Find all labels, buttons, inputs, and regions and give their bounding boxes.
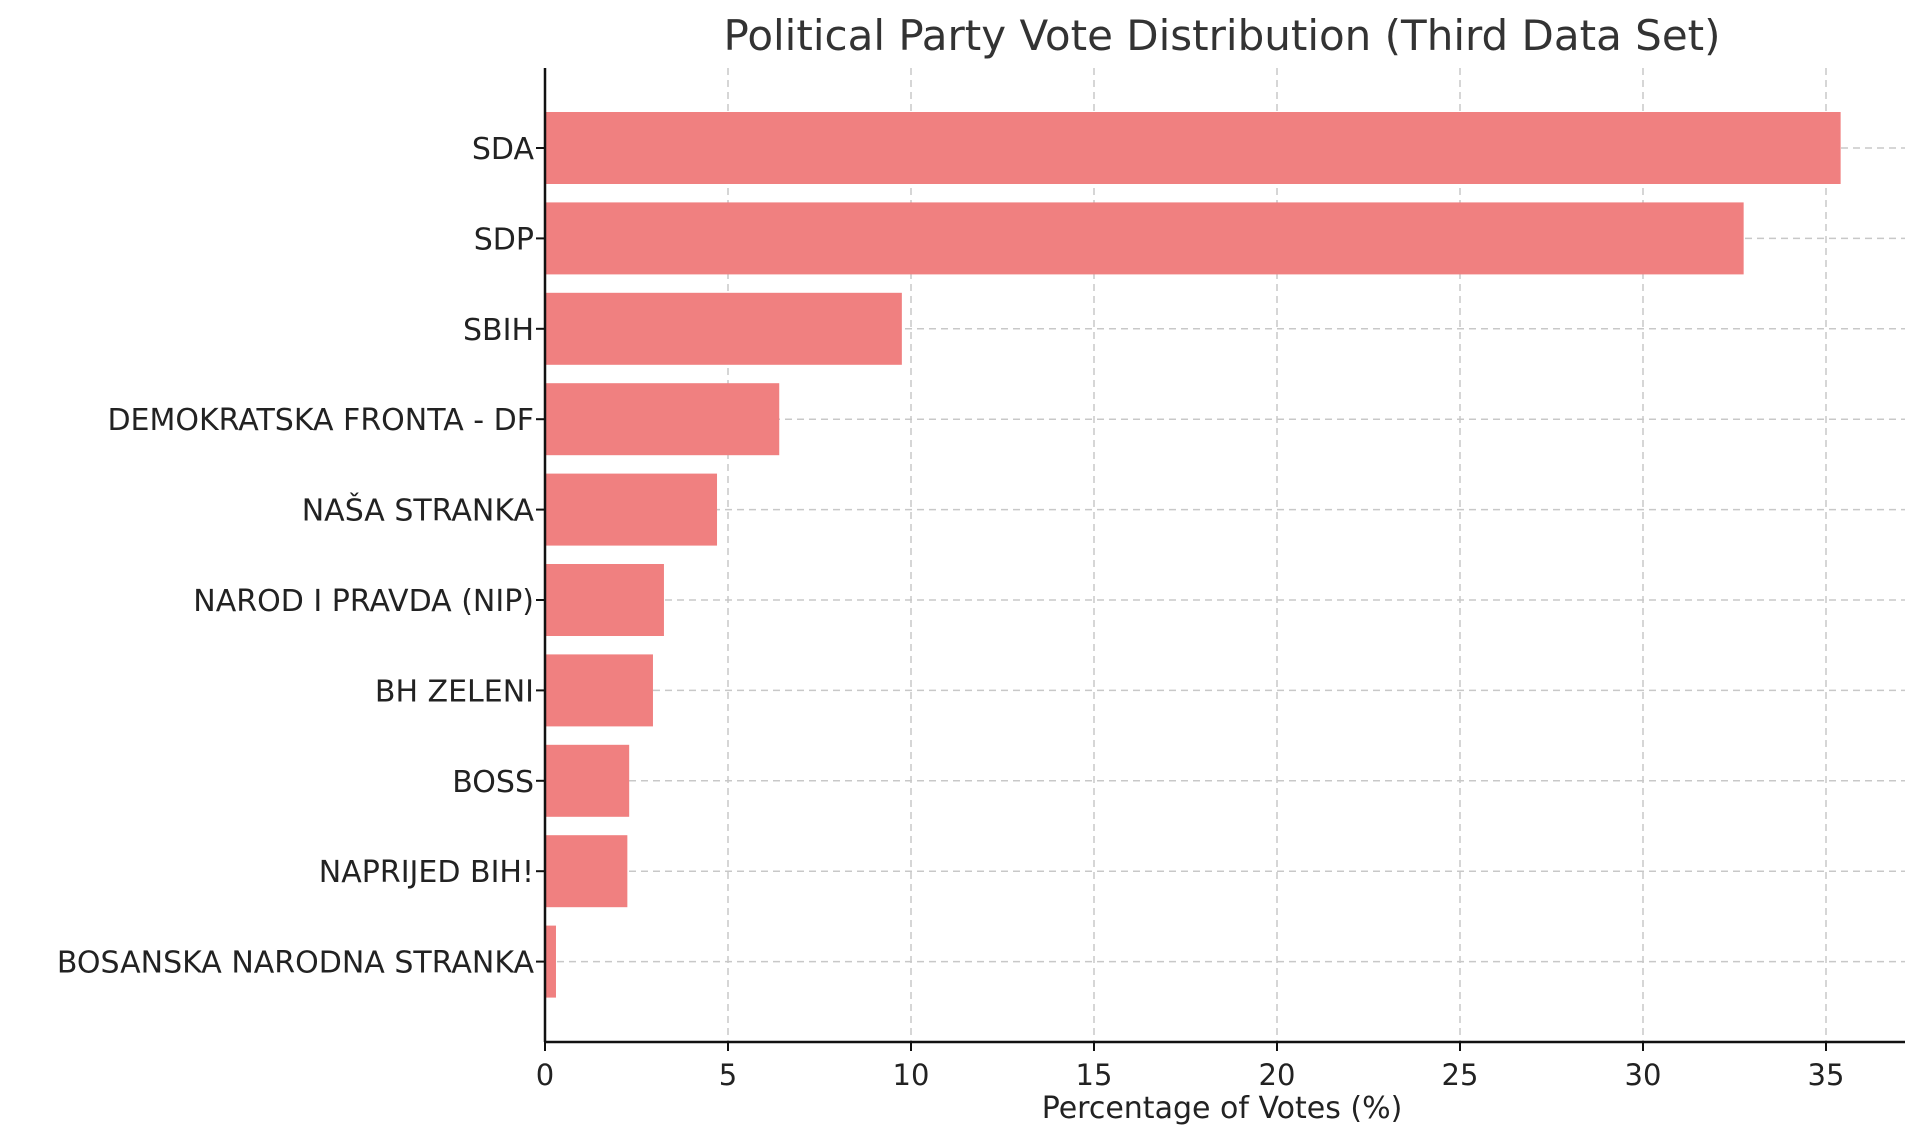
x-tick-label: 30 <box>1625 1058 1662 1092</box>
category-label: SDP <box>474 222 534 257</box>
category-labels: SDA SDP SBIH DEMOKRATSKA FRONTA - DF NAŠA ST… <box>57 132 535 981</box>
category-label: SDA <box>472 132 535 167</box>
bar-5 <box>545 473 718 546</box>
bar-6 <box>545 564 664 636</box>
x-tick-label: 5 <box>719 1058 737 1092</box>
category-label: NAROD I PRAVDA (NIP) <box>193 584 534 619</box>
bar-1 <box>545 112 1841 184</box>
bar-4 <box>545 383 780 456</box>
category-label: BH ZELENI <box>375 674 534 709</box>
bar-8 <box>545 744 630 817</box>
chart-title: Political Party Vote Distribution (Third… <box>723 11 1720 60</box>
category-label: NAŠA STRANKA <box>302 492 535 529</box>
x-tick-label: 25 <box>1442 1058 1479 1092</box>
bar-7 <box>545 654 653 727</box>
x-tick-label: 35 <box>1808 1058 1845 1092</box>
x-tick-label: 10 <box>893 1058 930 1092</box>
x-tick-label: 20 <box>1259 1058 1296 1092</box>
bars <box>545 112 1841 998</box>
bar-3 <box>545 292 902 365</box>
bar-9 <box>545 835 628 908</box>
axes <box>536 68 1905 1051</box>
category-label: NAPRIJED BIH! <box>319 855 534 890</box>
category-label: SBIH <box>463 313 534 348</box>
x-tick-label: 15 <box>1076 1058 1113 1092</box>
x-tick-label: 0 <box>536 1058 554 1092</box>
category-label: BOSS <box>452 765 534 800</box>
bar-2 <box>545 202 1744 275</box>
x-tick-labels: 0 5 10 15 20 25 30 35 <box>536 1058 1845 1092</box>
category-label: DEMOKRATSKA FRONTA - DF <box>107 403 534 438</box>
x-axis-label: Percentage of Votes (%) <box>1042 1091 1403 1126</box>
category-label: BOSANSKA NARODNA STRANKA <box>57 946 535 981</box>
bar-10 <box>545 925 556 998</box>
